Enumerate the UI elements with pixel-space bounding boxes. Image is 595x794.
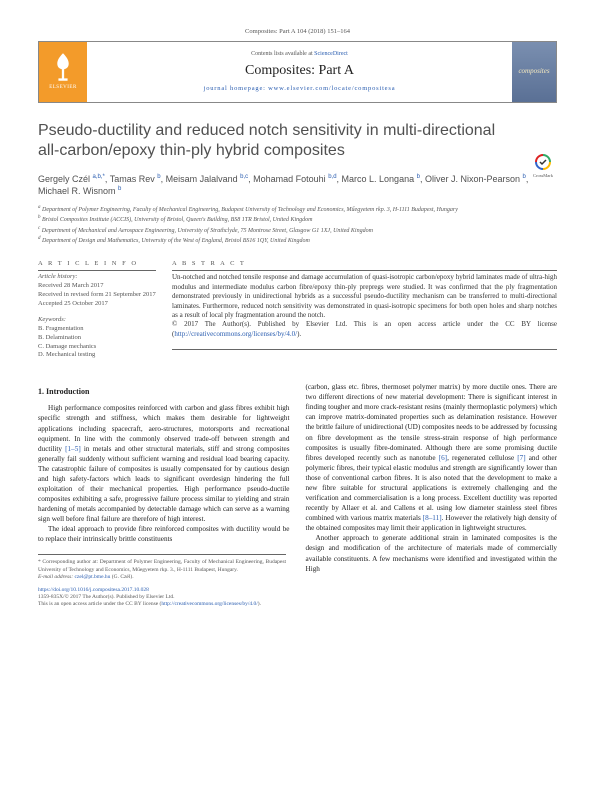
publisher-logo-box: ELSEVIER (39, 42, 87, 102)
svg-text:CrossMark: CrossMark (533, 173, 554, 178)
doi-link[interactable]: https://doi.org/10.1016/j.compositesa.20… (38, 587, 149, 593)
journal-cover-thumb: composites (512, 42, 556, 102)
cc-license-link[interactable]: http://creativecommons.org/licenses/by/4… (161, 601, 257, 607)
footer-block: https://doi.org/10.1016/j.compositesa.20… (38, 587, 557, 608)
body-paragraph: (carbon, glass etc. fibres, thermoset po… (306, 382, 558, 533)
intro-heading: 1. Introduction (38, 386, 290, 397)
author-email-link[interactable]: czel@pt.bme.hu (74, 574, 110, 580)
issn-line: 1359-835X/© 2017 The Author(s). Publishe… (38, 594, 175, 600)
abstract-text: Un-notched and notched tensile response … (172, 273, 557, 339)
keyword: B. Fragmentation (38, 325, 84, 332)
keyword: C. Damage mechanics (38, 343, 96, 350)
cc-line-suffix: ). (258, 601, 261, 607)
header-citation: Composites: Part A 104 (2018) 151–164 (38, 28, 557, 37)
corresponding-author: * Corresponding author at: Department of… (38, 559, 286, 573)
abstract-copyright-suffix: ). (297, 330, 301, 338)
journal-homepage[interactable]: journal homepage: www.elsevier.com/locat… (204, 85, 396, 94)
keywords-block: Keywords: B. Fragmentation B. Delaminati… (38, 316, 156, 360)
abstract-heading: A B S T R A C T (172, 260, 557, 272)
abstract-body: Un-notched and notched tensile response … (172, 273, 557, 319)
author-list: Gergely Czél a,b,*, Tamas Rev b, Meisam … (38, 173, 557, 198)
email-line: E-mail address: czel@pt.bme.hu (G. Czél)… (38, 574, 286, 581)
footnote-block: * Corresponding author at: Department of… (38, 554, 286, 580)
article-info-col: A R T I C L E I N F O Article history: R… (38, 260, 156, 369)
body-paragraph: Another approach to generate additional … (306, 533, 558, 573)
keyword: D. Mechanical testing (38, 351, 95, 358)
keyword: B. Delamination (38, 334, 81, 341)
abstract-col: A B S T R A C T Un-notched and notched t… (172, 260, 557, 369)
sciencedirect-line: Contents lists available at ScienceDirec… (251, 50, 348, 58)
keywords-label: Keywords: (38, 316, 66, 323)
history-line: Received in revised form 21 September 20… (38, 291, 156, 298)
body-col-left: 1. Introduction High performance composi… (38, 382, 290, 581)
email-label: E-mail address: (38, 574, 74, 580)
sd-prefix: Contents lists available at (251, 51, 314, 57)
body-paragraph: The ideal approach to provide fibre rein… (38, 524, 290, 544)
cover-text: composites (518, 67, 549, 76)
body-col-right: (carbon, glass etc. fibres, thermoset po… (306, 382, 558, 581)
history-label: Article history: (38, 273, 78, 280)
article-title: Pseudo-ductility and reduced notch sensi… (38, 121, 557, 161)
crossmark-badge[interactable]: CrossMark (529, 152, 557, 180)
affiliations: a Department of Polymer Engineering, Fac… (38, 204, 557, 246)
elsevier-tree-icon (49, 51, 77, 83)
journal-banner: ELSEVIER Contents lists available at Sci… (38, 41, 557, 103)
article-history: Article history: Received 28 March 2017 … (38, 273, 156, 308)
cc-line-prefix: This is an open access article under the… (38, 601, 161, 607)
sciencedirect-link[interactable]: ScienceDirect (314, 51, 348, 57)
body-columns: 1. Introduction High performance composi… (38, 382, 557, 581)
article-info-heading: A R T I C L E I N F O (38, 260, 156, 272)
cc-license-link[interactable]: http://creativecommons.org/licenses/by/4… (174, 330, 297, 338)
banner-center: Contents lists available at ScienceDirec… (87, 42, 512, 102)
journal-name: Composites: Part A (245, 62, 354, 81)
email-suffix: (G. Czél). (110, 574, 133, 580)
publisher-name: ELSEVIER (49, 85, 77, 92)
history-line: Received 28 March 2017 (38, 282, 104, 289)
body-paragraph: High performance composites reinforced w… (38, 403, 290, 524)
history-line: Accepted 25 October 2017 (38, 300, 108, 307)
